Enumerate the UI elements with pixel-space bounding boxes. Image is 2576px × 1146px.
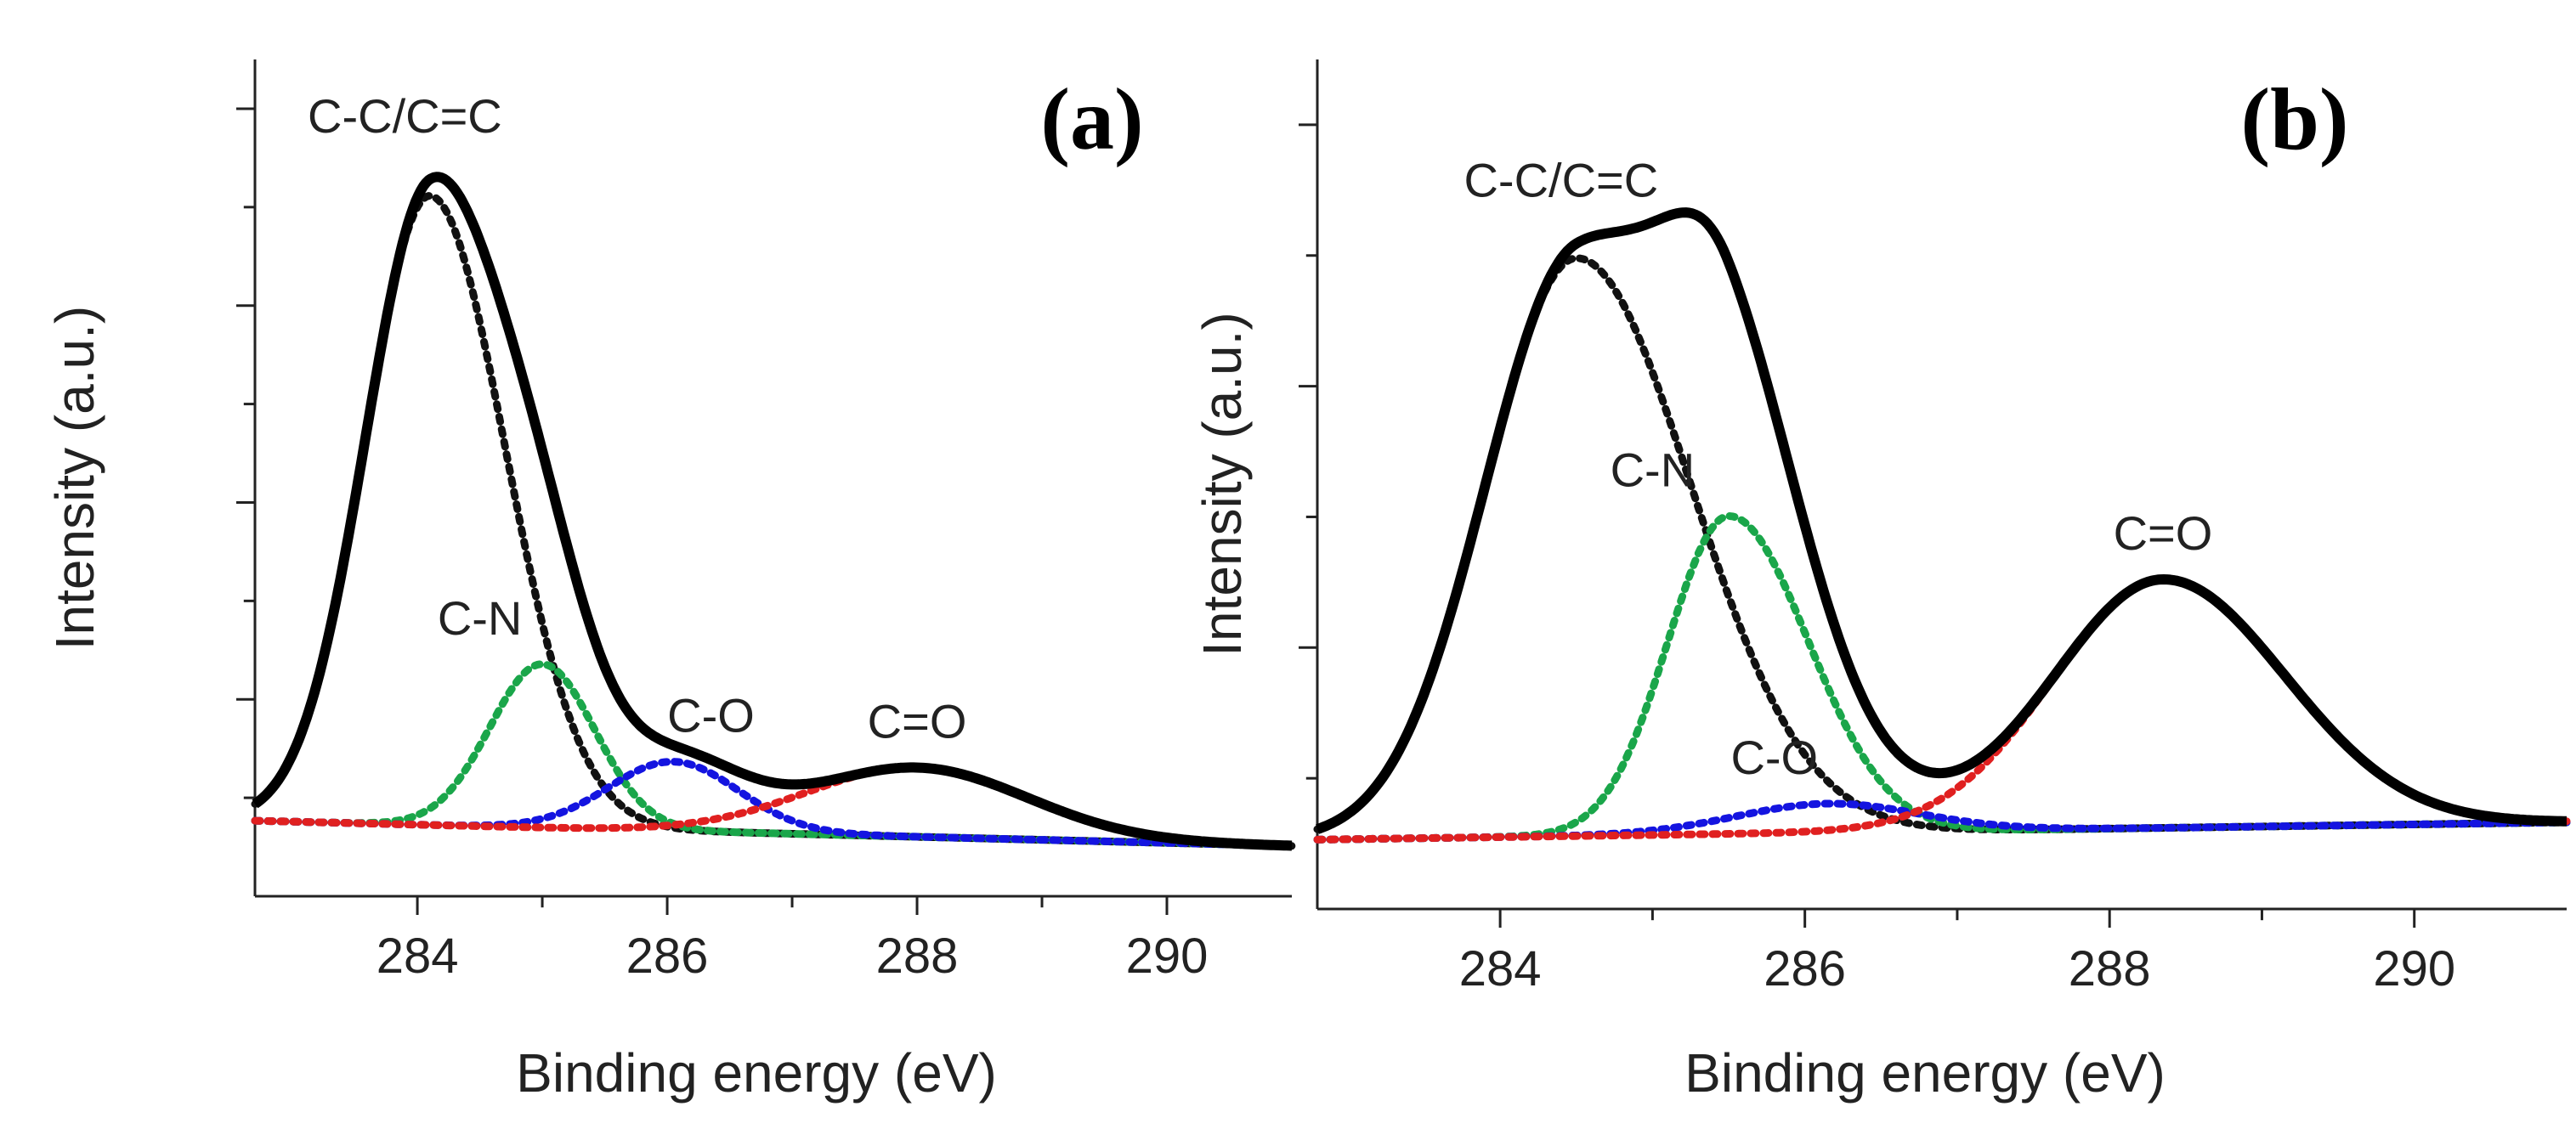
x-tick-label: 286 xyxy=(626,929,709,984)
x-tick-label: 284 xyxy=(376,929,459,984)
x-tick-label: 286 xyxy=(1764,941,1846,996)
envelope-curve xyxy=(1315,207,2569,834)
peak-label-c-o: C-O xyxy=(667,689,755,742)
panel-label: (b) xyxy=(2240,71,2348,168)
component-c-c-c-c xyxy=(1313,254,2571,833)
peak-label-c-o: C=O xyxy=(868,695,967,748)
y-axis-title: Intensity (a.u.) xyxy=(44,306,105,651)
x-tick-label: 288 xyxy=(876,929,959,984)
component-c-c-c-c xyxy=(251,192,1296,850)
component-c-o xyxy=(1313,575,2571,844)
peak-label-c-o: C-O xyxy=(1730,731,1818,784)
peak-label-c-c-c-c: C-C/C=C xyxy=(1464,154,1658,207)
envelope-curve xyxy=(252,172,1294,851)
x-tick-label: 284 xyxy=(1459,941,1542,996)
component-c-n xyxy=(251,660,1296,850)
peak-label-c-n: C-N xyxy=(438,591,523,645)
panel-b: 284 286 288 290 Binding energy (eV) Intensity… xyxy=(1192,59,2571,1104)
peak-label-c-n: C-N xyxy=(1611,443,1696,496)
peak-label-c-o: C=O xyxy=(2114,506,2213,560)
component-c-n xyxy=(1313,511,2571,844)
peak-label-c-c-c-c: C-C/C=C xyxy=(308,89,502,143)
y-axis-title: Intensity (a.u.) xyxy=(1192,312,1253,657)
x-axis-title: Binding energy (eV) xyxy=(516,1042,997,1104)
x-axis-title: Binding energy (eV) xyxy=(1684,1042,2166,1104)
x-tick-label: 290 xyxy=(1126,929,1209,984)
x-tick-label: 288 xyxy=(2069,941,2151,996)
panel-label: (a) xyxy=(1040,71,1143,168)
panel-a: 284 286 288 290 Binding energy (eV) Intensity… xyxy=(44,59,1296,1104)
x-tick-label: 290 xyxy=(2373,941,2455,996)
